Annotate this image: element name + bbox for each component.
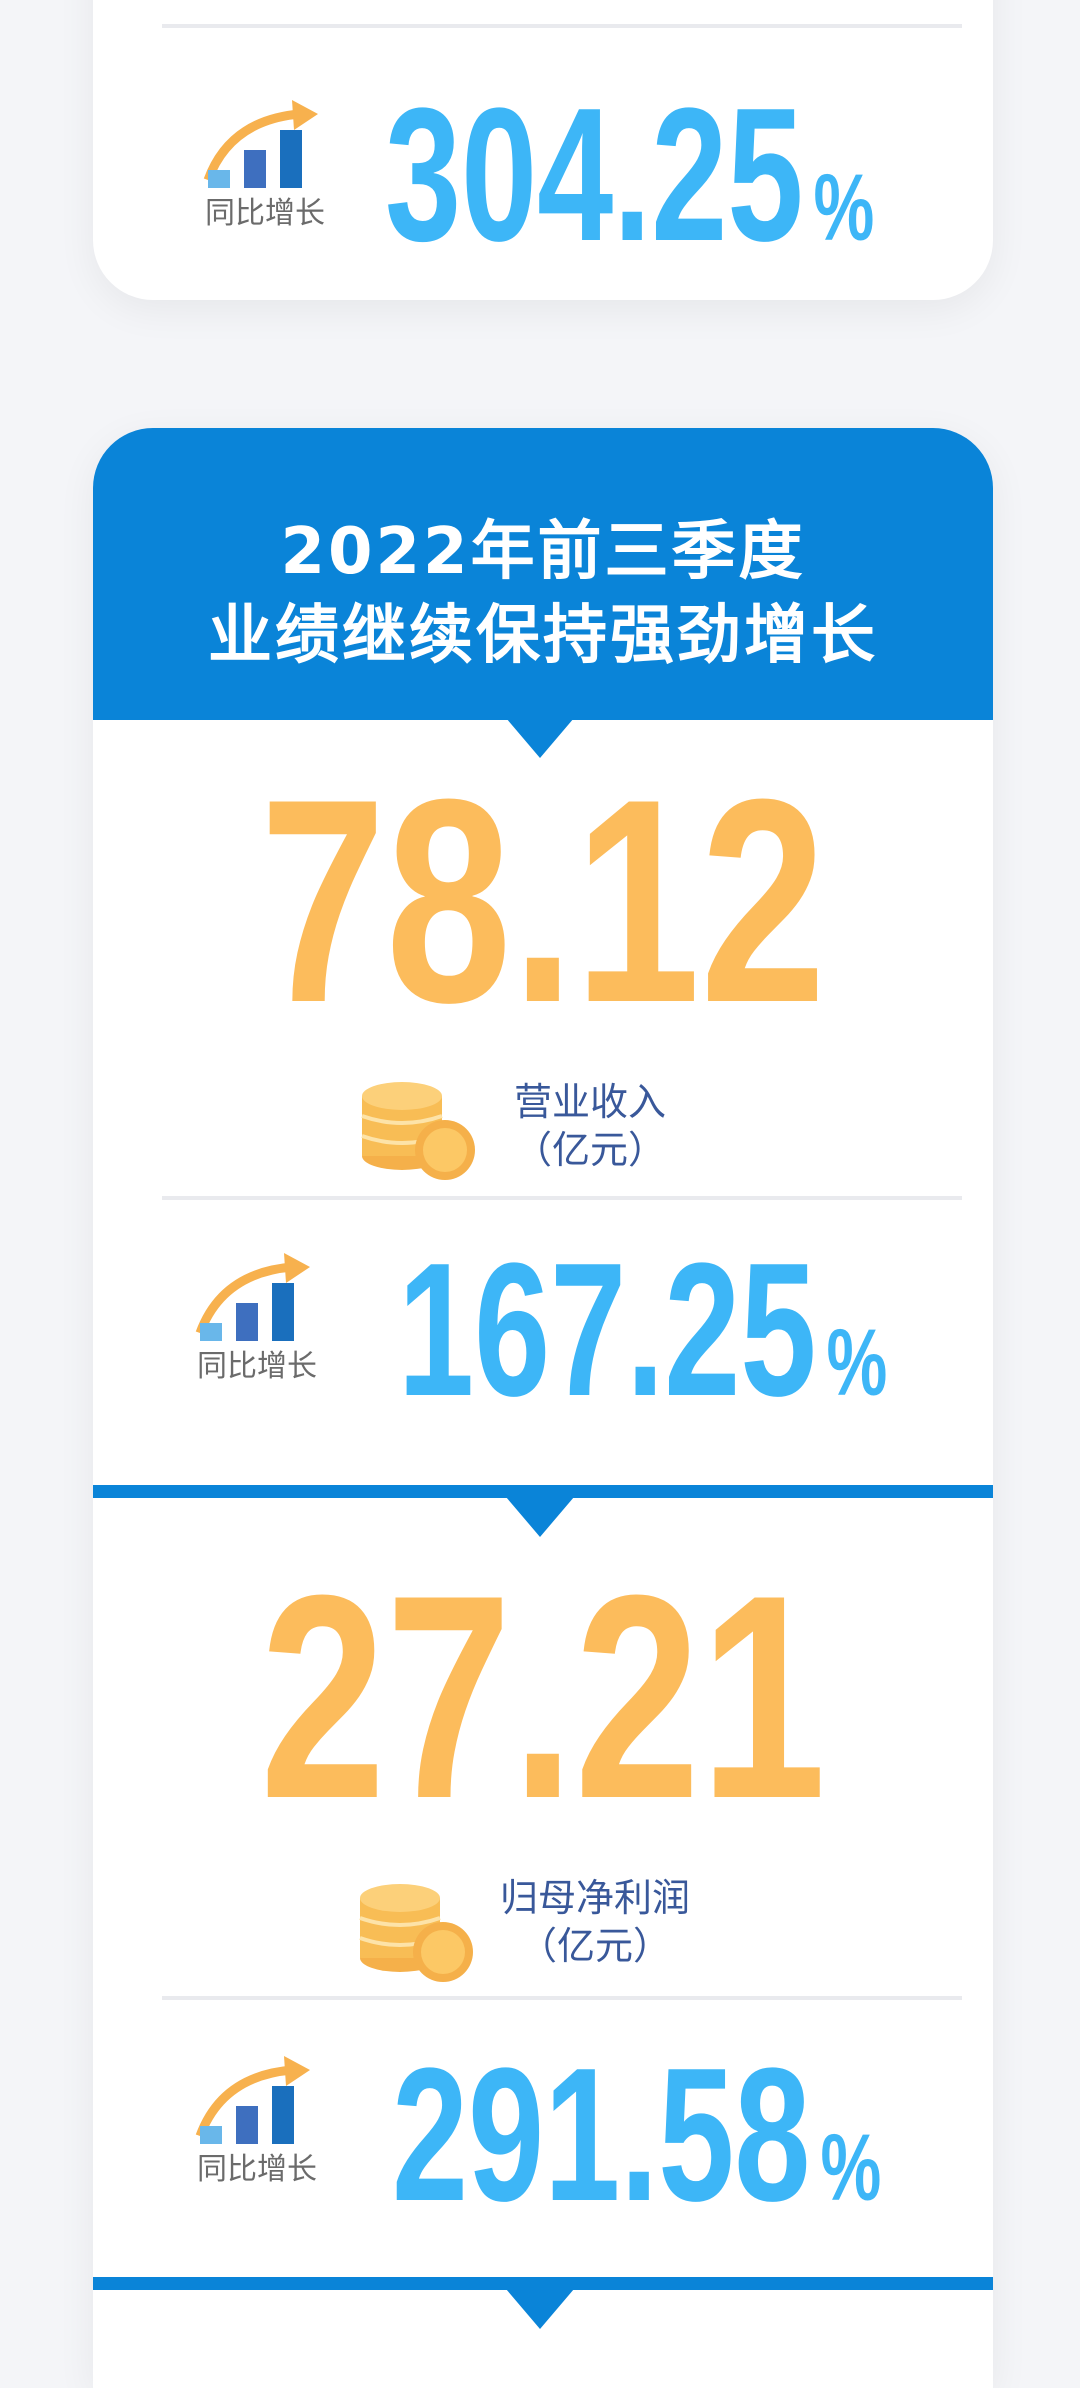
growth-block: 同比增长 bbox=[200, 92, 330, 232]
section-bar bbox=[93, 2277, 993, 2290]
top-card bbox=[93, 0, 993, 300]
net-profit-label: 归母净利润 （亿元） bbox=[499, 1876, 690, 1968]
growth-value: 291.58% bbox=[392, 2029, 882, 2241]
divider bbox=[162, 1196, 962, 1200]
divider bbox=[162, 1996, 962, 2000]
growth-chart-icon bbox=[200, 92, 330, 192]
growth-block: 同比增长 bbox=[192, 2048, 322, 2188]
section-header bbox=[93, 428, 993, 720]
growth-chart-icon bbox=[192, 1245, 322, 1345]
bar-pointer bbox=[506, 1497, 574, 1537]
bar-pointer bbox=[506, 2289, 574, 2329]
revenue-value: 78.12 bbox=[259, 739, 827, 1063]
revenue-label: 营业收入 （亿元） bbox=[513, 1080, 666, 1172]
coin-stack-icon bbox=[358, 1882, 475, 1984]
growth-block: 同比增长 bbox=[192, 1245, 322, 1385]
header-pointer bbox=[506, 718, 574, 758]
growth-chart-icon bbox=[192, 2048, 322, 2148]
section-title-line1: 2022年前三季度 bbox=[280, 515, 806, 589]
growth-label: 同比增长 bbox=[197, 1349, 317, 1384]
coin-stack-icon bbox=[360, 1080, 477, 1182]
growth-label: 同比增长 bbox=[205, 196, 325, 231]
growth-value: 167.25% bbox=[398, 1224, 888, 1436]
growth-label: 同比增长 bbox=[197, 2152, 317, 2187]
section-title-line2: 业绩继续保持强劲增长 bbox=[208, 599, 878, 673]
net-profit-value: 27.21 bbox=[259, 1535, 827, 1859]
divider bbox=[162, 24, 962, 28]
section-bar bbox=[93, 1485, 993, 1498]
growth-value: 304.25% bbox=[385, 69, 875, 281]
